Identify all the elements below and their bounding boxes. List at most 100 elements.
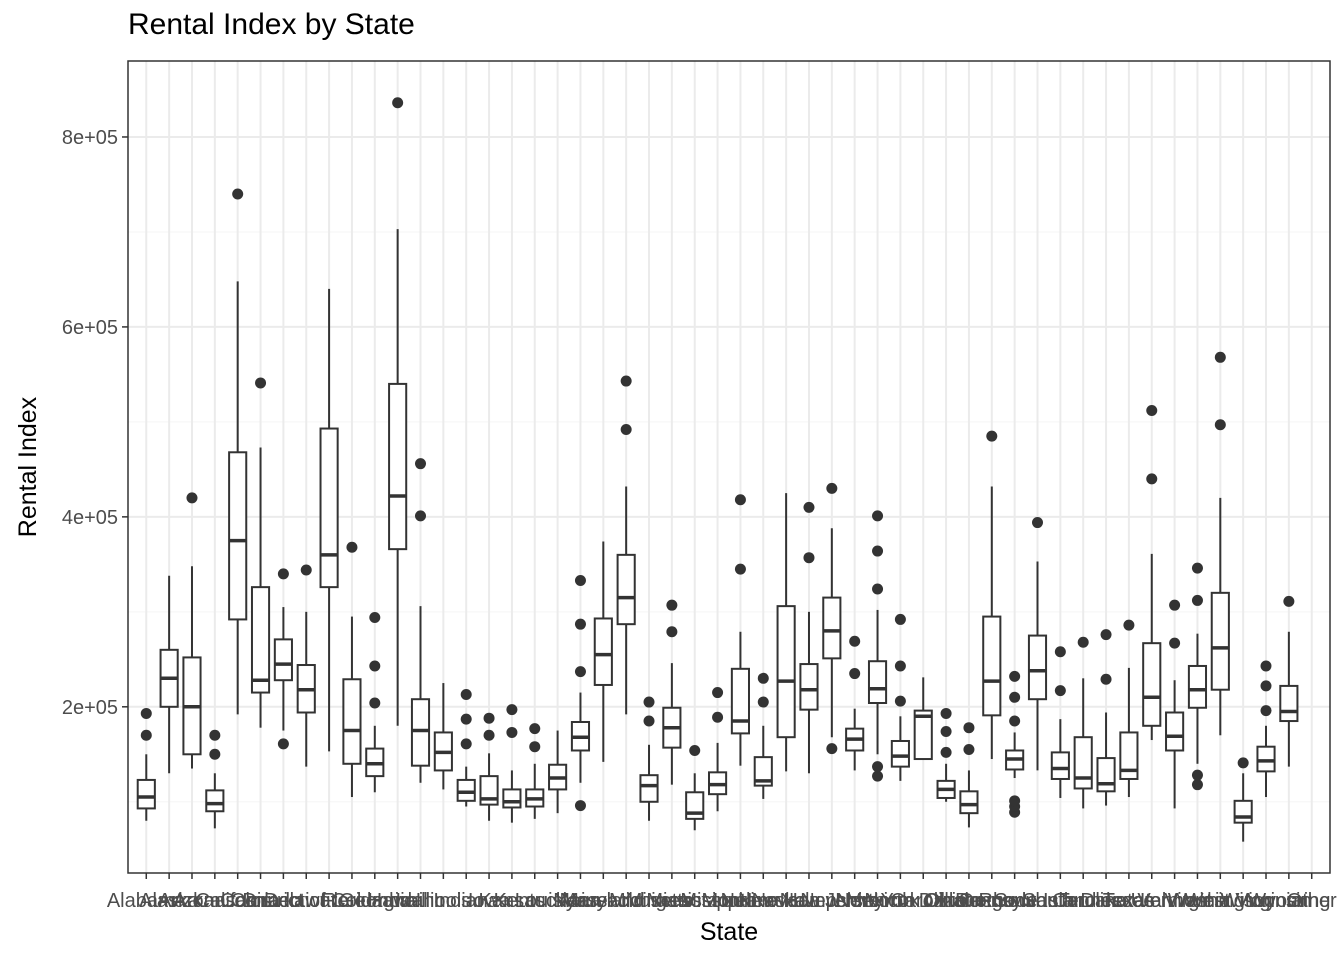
x-tick-label: Montana <box>702 890 781 912</box>
x-tick-label: South Dakota <box>1023 890 1145 912</box>
outlier-point <box>1169 637 1181 649</box>
box-group <box>433 683 453 790</box>
x-tick-label: North Carolina <box>836 890 966 912</box>
box-group <box>205 729 225 829</box>
iqr-box <box>730 667 750 735</box>
x-tick-label: Connecticut <box>231 890 337 912</box>
outlier-point <box>574 666 586 678</box>
box-group <box>753 672 773 799</box>
x-tick-label: Oregon <box>958 890 1025 912</box>
x-tick-label: Mississippi <box>646 890 743 912</box>
box-group <box>799 501 819 774</box>
box-group <box>730 494 750 766</box>
outlier-point <box>209 748 221 760</box>
outlier-point <box>415 458 427 470</box>
outlier-point <box>277 568 289 580</box>
outlier-point <box>574 618 586 630</box>
x-tick-label: Vermont <box>1137 890 1212 912</box>
outlier-point <box>872 545 884 557</box>
outlier-point <box>803 501 815 513</box>
box-group <box>296 564 316 767</box>
x-tick-label: Texas <box>1103 890 1155 912</box>
x-tick-label: Alabama <box>107 890 187 912</box>
outlier-point <box>894 613 906 625</box>
outlier-point <box>460 713 472 725</box>
box-group <box>136 707 156 821</box>
outlier-point <box>963 744 975 756</box>
outlier-point <box>1054 646 1066 658</box>
box-group <box>250 377 271 728</box>
iqr-box <box>319 427 339 589</box>
outlier-point <box>1100 673 1112 685</box>
outlier-point <box>574 800 586 812</box>
x-tick-label: Massachusetts <box>559 890 692 912</box>
box-group <box>1279 595 1299 767</box>
outlier-point <box>209 729 221 741</box>
x-tick-label: Alaska <box>139 890 200 912</box>
x-tick-label: Idaho <box>395 890 445 912</box>
outlier-point <box>1283 595 1295 607</box>
x-tick-label: New Jersey <box>780 890 884 912</box>
outlier-point <box>757 696 769 708</box>
x-tick-label: Utah <box>1131 890 1173 912</box>
iqr-box <box>753 756 773 787</box>
outlier-point <box>620 423 632 435</box>
outlier-point <box>277 738 289 750</box>
outlier-point <box>506 726 518 738</box>
outlier-point <box>392 97 404 109</box>
x-tick-label: New Hampshire <box>738 890 880 912</box>
outlier-point <box>894 660 906 672</box>
box-group <box>1210 351 1230 736</box>
x-tick-label: California <box>195 890 280 912</box>
iqr-box <box>502 788 522 809</box>
x-tick-label: Georgia <box>339 890 411 912</box>
outlier-point <box>369 612 381 624</box>
outlier-point <box>300 564 312 576</box>
outlier-point <box>140 729 152 741</box>
box-group <box>959 722 979 828</box>
outlier-point <box>666 626 678 638</box>
outlier-point <box>963 722 975 734</box>
x-tick-label: Wisconsin <box>1220 890 1311 912</box>
outlier-point <box>483 729 495 741</box>
box-group <box>228 188 248 715</box>
x-tick-label: Michigan <box>609 890 689 912</box>
outlier-point <box>849 668 861 680</box>
iqr-box <box>1187 664 1208 709</box>
iqr-box <box>982 615 1002 717</box>
outlier-point <box>1146 473 1158 485</box>
outlier-point <box>506 704 518 716</box>
outlier-point <box>1191 779 1203 791</box>
outlier-point <box>574 574 586 586</box>
box-group <box>662 599 682 785</box>
x-tick-label: Florida <box>321 890 383 912</box>
outlier-point <box>186 492 198 504</box>
x-tick-label: Nebraska <box>720 890 806 912</box>
outlier-point <box>1260 660 1272 672</box>
x-tick-label: Washington <box>1168 890 1273 912</box>
boxes <box>136 97 1299 842</box>
iqr-box <box>250 586 271 694</box>
box-group <box>639 696 659 821</box>
outlier-point <box>1009 691 1021 703</box>
x-tick-label: West Virginia <box>1185 890 1303 912</box>
iqr-box <box>410 698 431 767</box>
x-tick-label: Louisiana <box>515 890 602 912</box>
outlier-point <box>1054 685 1066 697</box>
outlier-point <box>826 482 838 494</box>
outlier-point <box>620 375 632 387</box>
iqr-box <box>1233 799 1253 824</box>
iqr-box <box>1142 642 1162 727</box>
outlier-point <box>529 723 541 735</box>
box-group <box>890 613 910 781</box>
outlier-point <box>826 743 838 755</box>
outlier-point <box>666 599 678 611</box>
outlier-point <box>1214 351 1226 363</box>
outlier-point <box>757 672 769 684</box>
iqr-box <box>1210 591 1230 691</box>
outlier-point <box>940 725 952 737</box>
x-tick-label: New Mexico <box>800 890 909 912</box>
x-tick-label: Hawaii <box>368 890 428 912</box>
